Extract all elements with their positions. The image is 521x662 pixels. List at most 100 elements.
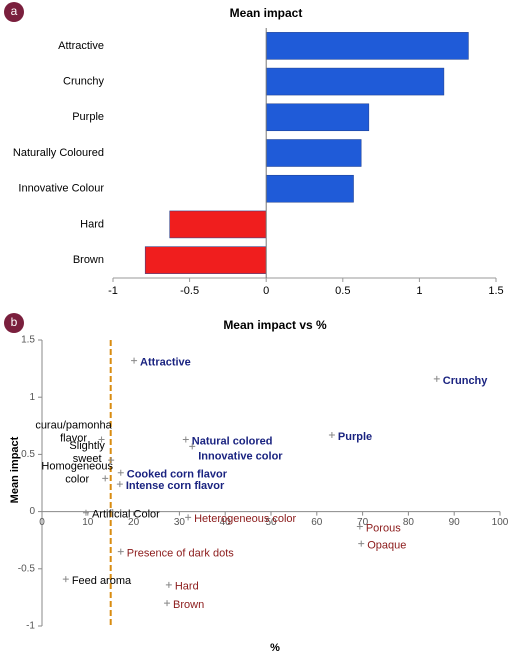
point-label: Heterogeneous color	[194, 513, 296, 525]
category-label: Purple	[72, 111, 104, 123]
point: Opaque	[358, 540, 406, 552]
point: Feed aroma	[62, 575, 132, 587]
bar	[169, 210, 267, 239]
panel-label: a	[11, 4, 18, 18]
point: Innovative color	[189, 443, 283, 462]
point-label: sweet	[73, 453, 102, 465]
marker	[102, 475, 109, 482]
category-label: Naturally Coloured	[13, 147, 104, 159]
point-label: Slightly	[69, 440, 105, 452]
marker	[117, 548, 124, 555]
marker	[82, 509, 89, 516]
y-tick-label: 1	[29, 392, 35, 403]
panel-badge	[4, 2, 24, 22]
x-tick-label: 50	[265, 517, 277, 528]
point-label: Cooked corn flavor	[127, 469, 228, 481]
point: Cooked corn flavor	[117, 469, 228, 481]
y-tick-label: 1.5	[21, 335, 35, 346]
marker	[358, 540, 365, 547]
point: Purple	[328, 431, 372, 443]
point-label: Opaque	[367, 540, 406, 552]
x-tick-label: 10	[82, 517, 94, 528]
x-tick-label: 1	[416, 285, 422, 297]
marker	[117, 469, 124, 476]
x-tick-label: 40	[220, 517, 232, 528]
point-label: flavor	[60, 432, 87, 444]
y-tick-label: -0.5	[18, 563, 36, 574]
marker	[165, 581, 172, 588]
point-label: curau/pamonha	[35, 419, 112, 431]
marker	[182, 436, 189, 443]
x-tick-label: 20	[128, 517, 140, 528]
marker	[356, 523, 363, 530]
x-tick-label: 0.5	[335, 285, 350, 297]
chart-title: Mean impact	[230, 6, 303, 20]
point: Attractive	[131, 356, 191, 368]
panel-label: b	[11, 315, 18, 329]
point-label: Purple	[338, 431, 372, 443]
y-tick-label: 0.5	[21, 449, 35, 460]
point: Porous	[356, 522, 401, 534]
bar	[265, 32, 469, 60]
x-tick-label: 0	[39, 517, 45, 528]
x-tick-label: 100	[492, 517, 509, 528]
x-tick-label: 80	[403, 517, 415, 528]
point: Natural colored	[182, 435, 273, 447]
point-label: Artificial Color	[92, 509, 160, 521]
point-label: Crunchy	[443, 375, 489, 387]
point-label: Feed aroma	[72, 575, 132, 587]
y-tick-label: 0	[29, 506, 35, 517]
marker	[328, 431, 335, 438]
bar	[265, 174, 354, 203]
x-tick-label: -1	[108, 285, 118, 297]
bar	[265, 139, 362, 167]
x-tick-label: 60	[311, 517, 323, 528]
point-label: color	[65, 473, 89, 485]
point-label: Intense corn flavor	[126, 480, 225, 492]
y-axis-label: Mean impact	[9, 436, 21, 503]
marker	[62, 576, 69, 583]
category-label: Crunchy	[63, 75, 104, 87]
x-tick-label: -0.5	[180, 285, 199, 297]
point-label: Brown	[173, 599, 204, 611]
x-tick-label: 1.5	[488, 285, 503, 297]
point-label: Natural colored	[192, 435, 273, 447]
marker	[164, 600, 171, 607]
category-label: Brown	[73, 254, 104, 266]
marker	[185, 514, 192, 521]
marker	[433, 375, 440, 382]
point: Hard	[165, 581, 199, 593]
point: Presence of dark dots	[117, 548, 235, 560]
point-label: Porous	[366, 522, 401, 534]
x-axis-label: %	[270, 642, 280, 654]
marker	[189, 443, 196, 450]
point-label: Homogeneous	[41, 460, 113, 472]
x-tick-label: 0	[263, 285, 269, 297]
marker	[116, 481, 123, 488]
point-label: Hard	[175, 581, 199, 593]
chart-title: Mean impact vs %	[223, 318, 327, 332]
x-tick-label: 90	[449, 517, 461, 528]
point: Artificial Color	[82, 509, 160, 521]
point: Intense corn flavor	[116, 480, 225, 492]
x-tick-label: 30	[174, 517, 186, 528]
marker	[98, 436, 105, 443]
bar	[265, 103, 370, 132]
category-label: Innovative Colour	[18, 183, 104, 195]
category-label: Attractive	[58, 40, 104, 52]
category-label: Hard	[80, 218, 104, 230]
point: Heterogeneous color	[185, 513, 297, 525]
panel-badge	[4, 313, 24, 333]
y-tick-label: -1	[26, 621, 35, 632]
point: Brown	[164, 599, 204, 611]
point-label: Innovative color	[198, 450, 283, 462]
point: Crunchy	[433, 375, 489, 387]
marker	[108, 457, 115, 464]
marker	[131, 357, 138, 364]
point-label: Presence of dark dots	[127, 548, 235, 560]
point-label: Attractive	[140, 356, 191, 368]
